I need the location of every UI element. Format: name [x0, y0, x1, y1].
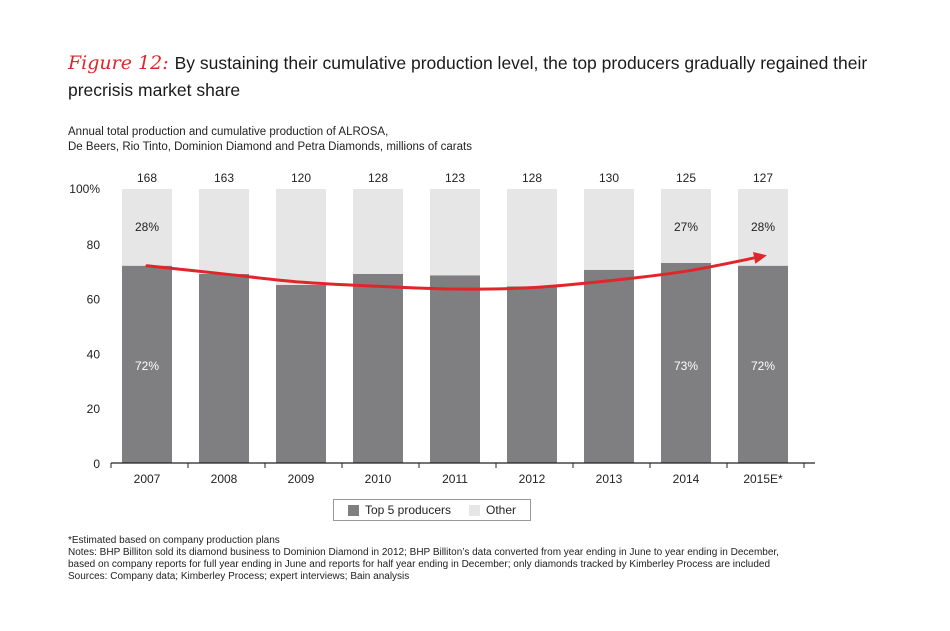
total-label-2007: 168	[137, 171, 157, 185]
x-tick-label-2014: 2014	[673, 472, 700, 486]
legend-swatch-other	[469, 504, 481, 516]
pct-label-top5-2014: 73%	[674, 359, 698, 373]
subtitle-line-1: Annual total production and cumulative p…	[68, 126, 389, 138]
y-tick-label-100: 100%	[69, 182, 100, 196]
bar-top5-2009	[276, 284, 326, 463]
x-tick-label-2011: 2011	[442, 472, 468, 486]
total-label-2009: 120	[291, 171, 311, 185]
sources: Sources: Company data; Kimberley Process…	[68, 571, 410, 582]
total-label-2013: 130	[599, 171, 619, 185]
bar-other-2007	[122, 189, 172, 266]
pct-label-top5-2015E*: 72%	[751, 359, 775, 373]
bar-top5-2010	[353, 273, 403, 463]
bar-top5-2008	[199, 273, 249, 463]
total-label-2008: 163	[214, 171, 234, 185]
bar-other-2009	[276, 189, 326, 285]
pct-label-other-2007: 28%	[135, 220, 159, 234]
bar-top5-2012	[507, 286, 557, 463]
total-label-2011: 123	[445, 171, 465, 185]
notes-line-2: based on company reports for full year e…	[68, 559, 771, 570]
x-tick-label-2007: 2007	[134, 472, 161, 486]
bar-other-2008	[199, 189, 249, 274]
bar-top5-2011	[430, 275, 480, 463]
chart-legend: Top 5 producers Other	[333, 499, 531, 521]
trend-line	[145, 254, 765, 291]
pct-label-other-2014: 27%	[674, 220, 698, 234]
bar-other-2013	[584, 189, 634, 270]
bar-top5-2007	[122, 265, 172, 463]
pct-label-top5-2007: 72%	[135, 359, 159, 373]
legend-swatch-top5	[347, 504, 359, 516]
total-label-2015E*: 127	[753, 171, 773, 185]
legend-label-top5: Top 5 producers	[364, 503, 452, 517]
x-tick-label-2009: 2009	[288, 472, 315, 486]
bar-top5-2013	[584, 269, 634, 463]
total-label-2012: 128	[522, 171, 542, 185]
bar-top5-2014	[661, 262, 711, 463]
x-tick-label-2015E*: 2015E*	[743, 472, 783, 486]
x-tick-label-2010: 2010	[365, 472, 392, 486]
chart-subtitle: Annual total production and cumulative p…	[68, 125, 472, 155]
bar-other-2011	[430, 189, 480, 276]
footnote: *Estimated based on company production p…	[68, 535, 280, 546]
x-tick-label-2008: 2008	[211, 472, 238, 486]
figure-label: Figure 12:	[68, 52, 169, 74]
legend-item-top5: Top 5 producers	[347, 503, 452, 517]
y-tick-label-0: 0	[93, 457, 100, 471]
total-label-2014: 125	[676, 171, 696, 185]
legend-item-other: Other	[469, 503, 516, 517]
bar-other-2014	[661, 189, 711, 263]
total-label-2010: 128	[368, 171, 388, 185]
bar-other-2012	[507, 189, 557, 287]
legend-label-other: Other	[486, 503, 517, 517]
x-tick-label-2013: 2013	[596, 472, 623, 486]
trend-arrowhead	[753, 251, 767, 264]
y-tick-label-20: 20	[87, 402, 101, 416]
bar-other-2015E*	[738, 189, 788, 266]
chart-notes: *Estimated based on company production p…	[68, 535, 779, 583]
pct-label-other-2015E*: 28%	[751, 220, 775, 234]
subtitle-line-2: De Beers, Rio Tinto, Dominion Diamond an…	[68, 141, 472, 153]
bar-top5-2015E*	[738, 265, 788, 463]
figure-title-text: By sustaining their cumulative productio…	[68, 53, 868, 100]
y-tick-label-40: 40	[87, 347, 101, 361]
y-tick-label-80: 80	[87, 238, 101, 252]
figure-title: Figure 12: By sustaining their cumulative…	[68, 50, 928, 104]
x-tick-label-2012: 2012	[519, 472, 546, 486]
y-tick-label-60: 60	[87, 293, 101, 307]
notes-line-1: Notes: BHP Billiton sold its diamond bus…	[68, 547, 779, 558]
bar-other-2010	[353, 189, 403, 274]
